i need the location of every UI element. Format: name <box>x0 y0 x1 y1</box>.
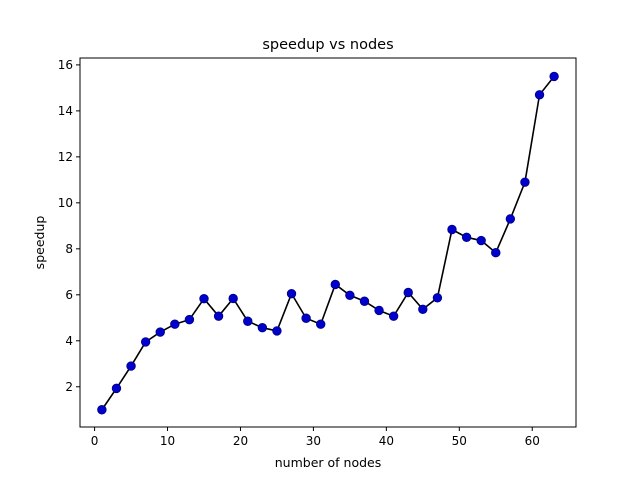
data-point <box>228 293 238 304</box>
data-point <box>155 327 165 337</box>
y-tick-label: 6 <box>65 288 73 302</box>
data-point <box>126 361 136 371</box>
x-tick-label: 20 <box>233 434 248 448</box>
y-tick-label: 10 <box>58 196 73 210</box>
y-axis: 2 4 6 8 10 12 14 16 <box>58 58 80 394</box>
data-point <box>388 311 399 321</box>
data-point <box>330 279 340 290</box>
data-point <box>549 71 559 82</box>
x-tick-label: 50 <box>452 434 467 448</box>
data-point <box>461 232 472 243</box>
x-tick-label: 60 <box>525 434 540 448</box>
x-axis-label: number of nodes <box>275 455 382 470</box>
x-tick-label: 30 <box>306 434 321 448</box>
data-point <box>345 290 355 300</box>
data-point <box>505 214 516 224</box>
data-point <box>316 319 326 329</box>
data-point <box>97 405 107 415</box>
plot-area <box>80 58 576 427</box>
x-tick-label: 10 <box>160 434 175 448</box>
data-point <box>491 248 501 258</box>
data-point <box>272 326 282 336</box>
plot-frame <box>79 57 577 428</box>
y-tick-label: 8 <box>65 242 73 256</box>
data-point <box>286 288 297 299</box>
data-point <box>140 337 151 347</box>
data-point <box>243 316 253 326</box>
y-tick-label: 14 <box>58 104 73 118</box>
y-tick-label: 2 <box>65 380 73 394</box>
data-point <box>301 313 311 323</box>
data-point <box>534 90 545 100</box>
data-point <box>199 294 209 304</box>
data-point <box>520 177 530 187</box>
data-point <box>170 319 180 329</box>
data-point <box>432 293 443 303</box>
y-tick-label: 4 <box>65 334 73 348</box>
data-point <box>213 311 224 321</box>
data-point <box>447 224 457 235</box>
data-point <box>374 305 384 316</box>
series-layer <box>97 71 559 415</box>
y-tick-label: 12 <box>58 150 73 164</box>
x-tick-label: 40 <box>379 434 394 448</box>
chart-title: speedup vs nodes <box>262 37 393 53</box>
x-tick-label: 0 <box>91 434 99 448</box>
data-point <box>418 304 428 314</box>
data-point <box>257 322 268 333</box>
data-point <box>111 383 122 394</box>
x-axis: 0 10 20 30 40 50 60 <box>91 427 540 448</box>
data-point <box>403 287 413 298</box>
data-point <box>184 314 195 325</box>
y-tick-label: 16 <box>58 58 73 72</box>
y-axis-label: speedup <box>32 216 47 270</box>
data-point <box>359 296 370 306</box>
data-point <box>476 235 486 246</box>
